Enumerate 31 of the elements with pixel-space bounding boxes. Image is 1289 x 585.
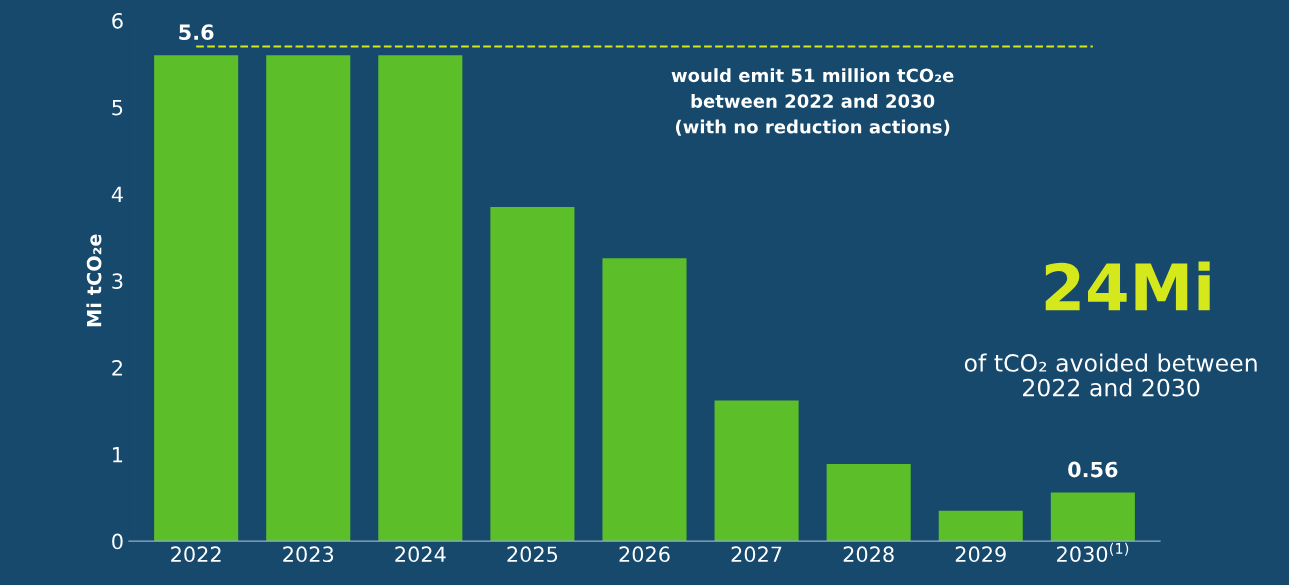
y-tick-label: 5 — [112, 99, 123, 116]
y-tick-label: 0 — [112, 533, 123, 550]
bar — [826, 463, 911, 542]
bar — [490, 207, 575, 542]
bar — [378, 55, 463, 542]
x-tick-label: 2028 — [843, 546, 894, 563]
y-tick-label: 1 — [113, 447, 123, 463]
bar — [714, 400, 799, 542]
x-tick-label: 2024 — [395, 546, 446, 563]
y-tick-label: 3 — [112, 273, 123, 290]
bar — [154, 55, 239, 542]
bar — [602, 258, 687, 542]
annotation: of tCO₂ avoided between 2022 and 2030 — [964, 353, 1257, 397]
annotation: 24Mi — [1045, 261, 1210, 311]
data-label: 5.6 — [179, 24, 214, 41]
y-tick-label: 6 — [112, 12, 123, 29]
bar — [266, 55, 351, 542]
x-tick-label: 2029 — [955, 546, 1006, 563]
data-label: 0.56 — [1068, 461, 1118, 478]
y-tick-label: 4 — [111, 186, 123, 202]
x-tick-label: 2022 — [171, 546, 221, 563]
x-tick-label: 2026 — [619, 546, 670, 563]
x-tick-label: 2023 — [283, 546, 334, 563]
bar — [938, 510, 1023, 542]
x-tick-label: 2025 — [507, 546, 558, 563]
bar — [1050, 492, 1135, 542]
x-tick-label: 2027 — [731, 546, 782, 563]
x-tick-label: 2030$^{(1)}$ — [1057, 542, 1129, 562]
y-axis-title: Mi tCO₂e — [86, 234, 102, 327]
ref-line-label: would emit 51 million tCO₂e between 2022 and 2030 (with no reduction actions) — [671, 68, 954, 136]
y-tick-label: 2 — [112, 360, 122, 376]
